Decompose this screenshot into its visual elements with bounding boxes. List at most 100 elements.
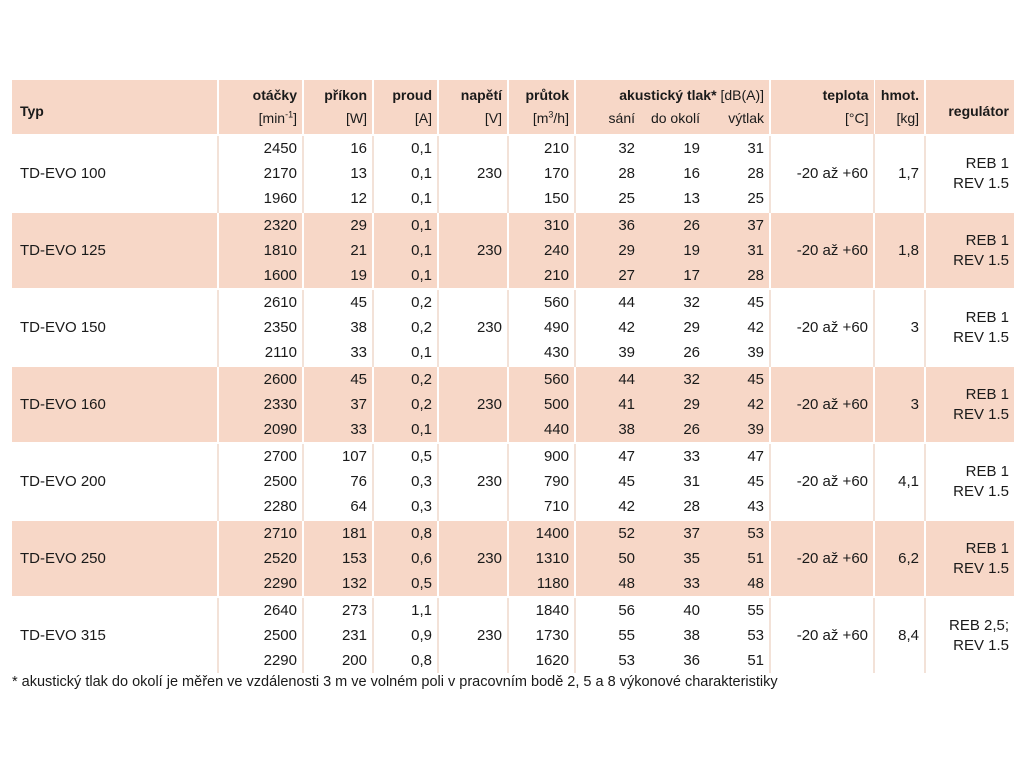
regulator-line-2: REV 1.5 <box>953 328 1010 346</box>
cell-regulator: REB 2,5; REV 1.5 <box>924 597 1015 673</box>
cell-otacky: 2700 <box>217 443 303 469</box>
cell-napeti: 230 <box>437 520 508 597</box>
cell-teplota: -20 až +60 <box>769 520 875 597</box>
table-row: 2110 33 0,1 430 39 26 39 <box>12 340 1014 366</box>
cell-proud: 0,2 <box>372 315 438 340</box>
cell-sani: 53 <box>574 648 640 673</box>
regulator-line-2: REV 1.5 <box>953 559 1010 577</box>
cell-prutok: 560 <box>507 366 575 392</box>
cell-napeti: 230 <box>437 212 508 289</box>
table-row: TD-EVO 315 2640 273 1,1 230 1840 56 40 55 -20 až … <box>12 597 1015 673</box>
table-row: TD-EVO 160 2600 45 0,2 230 560 44 32 45 -20 až +6… <box>12 366 1015 443</box>
cell-sani: 56 <box>574 597 640 623</box>
table-row: 2500 231 0,9 1730 55 38 53 <box>12 623 1014 648</box>
cell-proud: 0,5 <box>372 443 438 469</box>
cell-proud: 0,8 <box>372 520 438 546</box>
cell-proud: 0,1 <box>372 238 438 263</box>
cell-vytlak: 45 <box>705 366 771 392</box>
cell-prikon: 12 <box>302 186 373 212</box>
cell-otacky: 2110 <box>217 340 303 366</box>
cell-otacky: 2290 <box>217 648 303 673</box>
cell-prutok: 150 <box>507 186 575 212</box>
cell-okoli: 32 <box>640 289 705 315</box>
table-row: 1600 19 0,1 210 27 17 28 <box>12 263 1014 289</box>
cell-prikon: 38 <box>302 315 373 340</box>
cell-otacky: 2500 <box>217 469 303 494</box>
product-type: TD-EVO 160 <box>12 366 218 443</box>
cell-prutok: 900 <box>507 443 575 469</box>
header-hmot: hmot. <box>873 80 926 109</box>
regulator-line-1: REB 1 <box>965 231 1010 249</box>
cell-prikon: 45 <box>302 289 373 315</box>
cell-okoli: 26 <box>640 340 705 366</box>
cell-regulator: REB 1 REV 1.5 <box>924 366 1015 443</box>
header-otacky-unit: [min-1] <box>217 109 303 135</box>
cell-regulator: REB 1 REV 1.5 <box>924 443 1015 520</box>
cell-vytlak: 37 <box>705 212 771 238</box>
product-group: TD-EVO 315 2640 273 1,1 230 1840 56 40 55 -20 až … <box>12 597 1015 673</box>
cell-prikon: 132 <box>302 571 373 597</box>
table-row: 2280 64 0,3 710 42 28 43 <box>12 494 1014 520</box>
cell-prutok: 710 <box>507 494 575 520</box>
cell-hmot: 4,1 <box>873 443 926 520</box>
cell-vytlak: 55 <box>705 597 771 623</box>
regulator-line-2: REV 1.5 <box>953 174 1010 192</box>
cell-prikon: 181 <box>302 520 373 546</box>
cell-proud: 0,1 <box>372 340 438 366</box>
cell-vytlak: 28 <box>705 161 771 186</box>
cell-vytlak: 31 <box>705 238 771 263</box>
cell-hmot: 8,4 <box>873 597 926 673</box>
cell-sani: 27 <box>574 263 640 289</box>
regulator-line-1: REB 1 <box>965 462 1010 480</box>
cell-okoli: 13 <box>640 186 705 212</box>
cell-regulator: REB 1 REV 1.5 <box>924 212 1015 289</box>
cell-vytlak: 39 <box>705 340 771 366</box>
cell-prutok: 490 <box>507 315 575 340</box>
regulator-line-1: REB 1 <box>965 154 1010 172</box>
cell-otacky: 2090 <box>217 417 303 443</box>
cell-vytlak: 43 <box>705 494 771 520</box>
cell-vytlak: 45 <box>705 469 771 494</box>
cell-okoli: 31 <box>640 469 705 494</box>
cell-teplota: -20 až +60 <box>769 597 875 673</box>
cell-okoli: 33 <box>640 571 705 597</box>
cell-napeti: 230 <box>437 443 508 520</box>
cell-vytlak: 28 <box>705 263 771 289</box>
cell-sani: 41 <box>574 392 640 417</box>
cell-prikon: 29 <box>302 212 373 238</box>
regulator-line-1: REB 1 <box>965 539 1010 557</box>
product-group: TD-EVO 125 2320 29 0,1 230 310 36 26 37 -20 až +6… <box>12 212 1015 289</box>
product-type: TD-EVO 100 <box>12 135 218 212</box>
cell-proud: 0,1 <box>372 186 438 212</box>
product-group: TD-EVO 160 2600 45 0,2 230 560 44 32 45 -20 až +6… <box>12 366 1015 443</box>
cell-otacky: 1600 <box>217 263 303 289</box>
cell-prutok: 1730 <box>507 623 575 648</box>
table-row: TD-EVO 200 2700 107 0,5 230 900 47 33 47 -20 až +… <box>12 443 1015 520</box>
product-type: TD-EVO 250 <box>12 520 218 597</box>
cell-proud: 0,2 <box>372 366 438 392</box>
header-proud-unit: [A] <box>372 109 438 135</box>
cell-prutok: 1180 <box>507 571 575 597</box>
cell-hmot: 1,7 <box>873 135 926 212</box>
regulator-line-1: REB 2,5; <box>948 616 1010 634</box>
cell-proud: 0,3 <box>372 469 438 494</box>
cell-proud: 0,1 <box>372 263 438 289</box>
header-prutok-unit: [m3/h] <box>507 109 575 135</box>
cell-sani: 42 <box>574 315 640 340</box>
header-teplota-unit: [°C] <box>769 109 875 135</box>
cell-otacky: 2500 <box>217 623 303 648</box>
product-type: TD-EVO 125 <box>12 212 218 289</box>
cell-teplota: -20 až +60 <box>769 135 875 212</box>
cell-sani: 39 <box>574 340 640 366</box>
cell-sani: 28 <box>574 161 640 186</box>
cell-vytlak: 53 <box>705 520 771 546</box>
cell-prikon: 33 <box>302 340 373 366</box>
cell-prikon: 33 <box>302 417 373 443</box>
cell-napeti: 230 <box>437 597 508 673</box>
cell-otacky: 2600 <box>217 366 303 392</box>
cell-vytlak: 31 <box>705 135 771 161</box>
header-regulator: regulátor <box>924 80 1015 135</box>
cell-prikon: 19 <box>302 263 373 289</box>
header-prikon-unit: [W] <box>302 109 373 135</box>
